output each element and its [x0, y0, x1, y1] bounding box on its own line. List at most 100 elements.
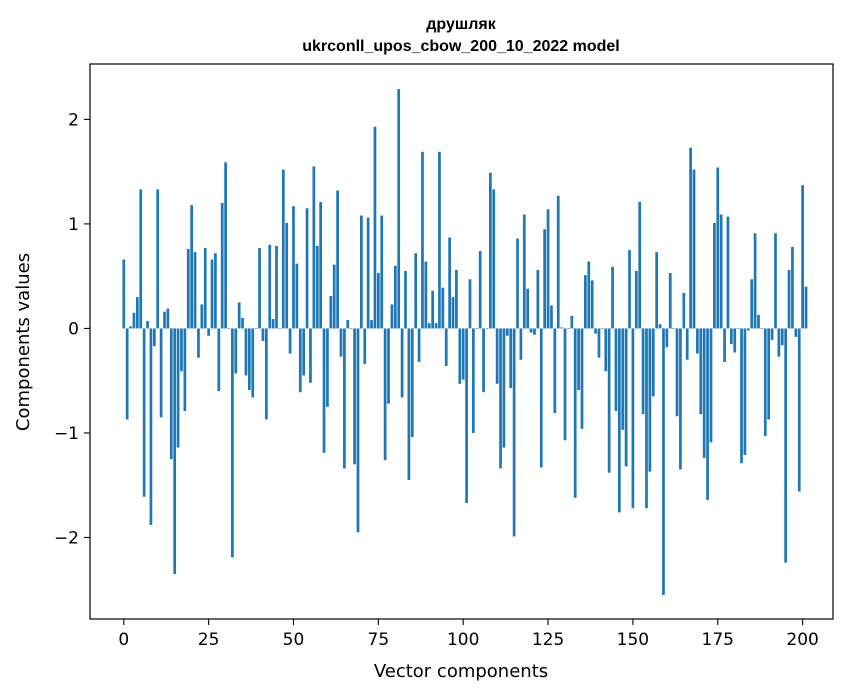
bar-15: [173, 328, 177, 575]
bar-161: [668, 273, 672, 329]
bar-162: [672, 328, 675, 330]
bar-45: [275, 245, 278, 329]
bar-51: [295, 263, 299, 329]
bar-37: [248, 328, 251, 391]
x-axis-label: Vector components: [374, 661, 548, 682]
x-tick-label: 200: [786, 630, 818, 650]
bar-199: [797, 328, 801, 492]
bar-122: [536, 269, 540, 329]
bar-186: [753, 233, 757, 329]
y-tick-label: 1: [68, 215, 79, 235]
bar-154: [645, 328, 648, 509]
bar-129: [560, 327, 563, 329]
bar-114: [509, 328, 513, 389]
bar-127: [553, 328, 557, 414]
bar-2: [129, 326, 132, 329]
bar-182: [740, 328, 743, 464]
bar-47: [281, 169, 285, 329]
bar-0: [122, 259, 126, 329]
bar-66: [346, 320, 350, 329]
bar-63: [336, 190, 339, 329]
bar-171: [702, 328, 706, 459]
bars-group: [122, 89, 808, 595]
bar-160: [665, 328, 669, 348]
bar-189: [763, 328, 767, 437]
bar-137: [587, 261, 591, 329]
chart-title-line1: друшляк: [426, 16, 496, 33]
bar-85: [410, 328, 414, 438]
bar-61: [329, 296, 333, 329]
x-tick-label: 175: [702, 630, 734, 650]
bar-124: [543, 229, 547, 329]
bar-84: [407, 328, 411, 480]
bar-17: [180, 328, 183, 372]
bar-96: [448, 237, 451, 329]
bar-102: [468, 279, 472, 329]
bar-164: [679, 328, 682, 470]
bar-36: [244, 328, 248, 376]
bar-169: [696, 328, 699, 354]
bar-177: [723, 328, 726, 362]
y-ticks-group: −2 −1 0 1 2: [54, 110, 90, 548]
bar-195: [784, 328, 788, 563]
bar-183: [743, 328, 747, 455]
bar-134: [577, 328, 580, 391]
bar-176: [719, 214, 723, 329]
bar-79: [390, 304, 394, 329]
y-tick-label: 0: [68, 319, 79, 339]
bar-197: [791, 246, 794, 329]
bar-187: [757, 314, 760, 329]
bar-103: [472, 328, 475, 433]
bar-4: [135, 297, 139, 329]
chart-title-line2: ukrconll_upos_cbow_200_10_2022 model: [302, 38, 619, 55]
bar-116: [516, 238, 519, 329]
bar-112: [502, 328, 506, 448]
bar-194: [780, 328, 784, 346]
bar-72: [366, 217, 370, 329]
bar-106: [482, 328, 485, 393]
bar-98: [455, 269, 458, 329]
bar-14: [169, 328, 173, 460]
bar-1: [125, 328, 129, 420]
bar-39: [254, 328, 258, 330]
bar-201: [804, 286, 808, 329]
bar-68: [353, 328, 356, 465]
bar-65: [343, 328, 346, 469]
bar-135: [580, 328, 584, 429]
bar-77: [383, 328, 387, 461]
bar-115: [512, 328, 516, 537]
bar-158: [658, 324, 662, 329]
bar-165: [682, 292, 686, 329]
bar-198: [794, 328, 798, 337]
bar-107: [485, 328, 489, 330]
bar-21: [193, 252, 197, 329]
bar-152: [638, 201, 642, 329]
bar-133: [573, 328, 577, 498]
bar-8: [149, 328, 153, 525]
bar-147: [621, 328, 625, 430]
bar-81: [397, 89, 401, 329]
bar-178: [726, 216, 730, 329]
bar-175: [716, 167, 720, 329]
bar-67: [349, 328, 353, 330]
bar-143: [607, 328, 611, 473]
bar-87: [417, 328, 421, 362]
bar-38: [251, 328, 255, 398]
bar-149: [628, 250, 631, 329]
bar-58: [319, 201, 322, 329]
x-tick-label: 0: [118, 630, 129, 650]
bar-155: [648, 328, 652, 472]
bar-140: [597, 328, 601, 358]
bar-190: [767, 328, 771, 420]
plot-frame: [89, 63, 834, 620]
bar-113: [505, 328, 509, 336]
bar-108: [488, 172, 492, 329]
bar-95: [444, 328, 448, 367]
bar-40: [258, 247, 261, 329]
bar-136: [584, 275, 587, 329]
bar-70: [360, 215, 363, 329]
bar-196: [787, 269, 791, 329]
bar-148: [624, 328, 628, 467]
bar-78: [387, 328, 390, 404]
